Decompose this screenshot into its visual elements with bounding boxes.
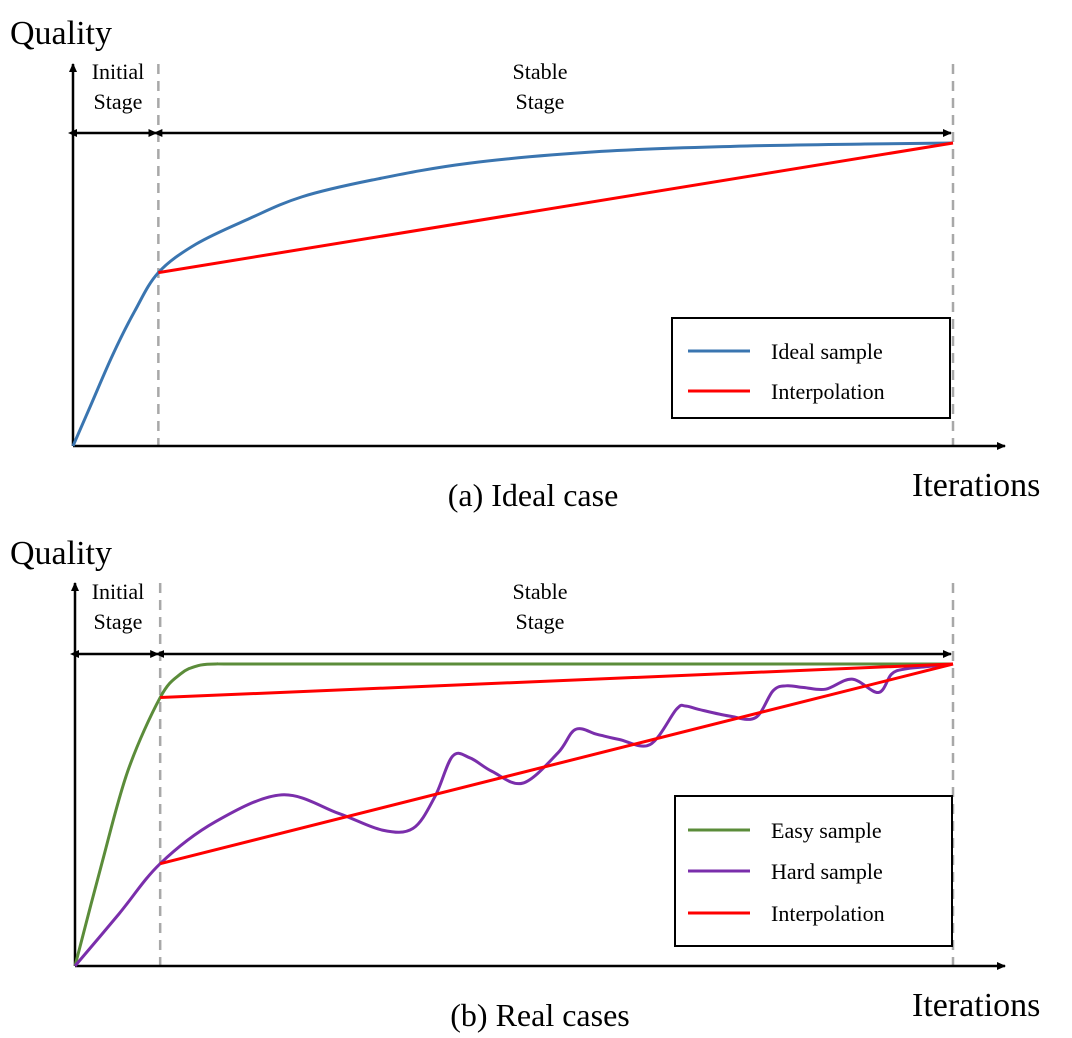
panel-ideal-case: Quality Iterations (a) Ideal case Initia… <box>10 15 1040 513</box>
series-line-interpolation <box>158 141 954 275</box>
legend: Ideal sample Interpolation <box>671 317 951 419</box>
panel-caption: (a) Ideal case <box>448 477 619 513</box>
plot-area <box>68 63 1006 450</box>
legend-label-ideal: Ideal sample <box>771 339 883 364</box>
legend-label-hard: Hard sample <box>771 859 883 884</box>
panel-caption: (b) Real cases <box>450 997 629 1033</box>
series-line-ideal <box>71 141 954 447</box>
legend-box <box>671 317 951 419</box>
stable-stage-label-line2: Stage <box>516 89 565 114</box>
y-axis-label: Quality <box>10 535 112 572</box>
series-line-easy <box>73 662 953 967</box>
initial-stage-label-line1: Initial <box>92 579 145 604</box>
panel-real-cases: Quality Iterations (b) Real cases Initia… <box>10 535 1040 1033</box>
series-line-hard <box>73 662 954 967</box>
x-axis-label: Iterations <box>912 467 1040 504</box>
plot-area <box>70 582 1006 970</box>
stable-stage-label-line1: Stable <box>513 579 568 604</box>
stable-stage-label-line2: Stage <box>516 609 565 634</box>
initial-stage-label-line2: Stage <box>94 89 143 114</box>
x-axis-label: Iterations <box>912 987 1040 1024</box>
stable-stage-label-line1: Stable <box>513 59 568 84</box>
legend: Easy sample Hard sample Interpolation <box>674 795 953 947</box>
y-axis-label: Quality <box>10 15 112 52</box>
initial-stage-label-line1: Initial <box>92 59 145 84</box>
legend-label-interpolation: Interpolation <box>771 901 885 926</box>
legend-label-easy: Easy sample <box>771 818 882 843</box>
series-line-interpolation-1 <box>160 662 954 700</box>
legend-label-interpolation: Interpolation <box>771 379 885 404</box>
initial-stage-label-line2: Stage <box>94 609 143 634</box>
series-line-interpolation-2 <box>159 662 954 866</box>
